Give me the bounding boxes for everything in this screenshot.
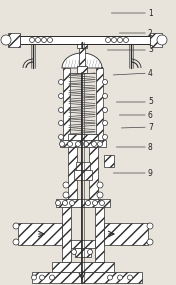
Polygon shape xyxy=(95,207,104,262)
Polygon shape xyxy=(71,240,95,248)
Circle shape xyxy=(157,35,167,45)
Circle shape xyxy=(147,223,153,229)
Circle shape xyxy=(63,182,69,188)
Text: 1: 1 xyxy=(111,9,153,17)
Circle shape xyxy=(68,141,73,146)
Circle shape xyxy=(87,249,93,255)
Circle shape xyxy=(63,192,69,198)
Polygon shape xyxy=(20,36,150,44)
Polygon shape xyxy=(68,147,77,199)
Polygon shape xyxy=(32,272,142,283)
Circle shape xyxy=(55,201,61,205)
Text: 3: 3 xyxy=(107,46,153,54)
Circle shape xyxy=(102,135,108,139)
Circle shape xyxy=(48,38,52,42)
Polygon shape xyxy=(74,170,92,180)
Circle shape xyxy=(30,38,34,42)
Circle shape xyxy=(76,141,80,146)
Circle shape xyxy=(98,141,102,146)
Circle shape xyxy=(102,80,108,84)
Circle shape xyxy=(62,201,68,205)
Circle shape xyxy=(92,141,96,146)
Polygon shape xyxy=(75,248,91,257)
Polygon shape xyxy=(96,68,103,140)
Polygon shape xyxy=(52,262,114,272)
Circle shape xyxy=(13,239,19,245)
Polygon shape xyxy=(77,66,87,73)
Circle shape xyxy=(86,201,90,205)
Text: 4: 4 xyxy=(113,68,153,78)
Polygon shape xyxy=(150,33,162,47)
Polygon shape xyxy=(8,33,20,47)
Polygon shape xyxy=(77,42,87,48)
Circle shape xyxy=(70,201,74,205)
Circle shape xyxy=(102,93,108,99)
Circle shape xyxy=(49,275,55,280)
Polygon shape xyxy=(56,199,110,207)
Polygon shape xyxy=(60,140,106,147)
Circle shape xyxy=(99,201,105,205)
Circle shape xyxy=(118,275,122,280)
Circle shape xyxy=(124,38,128,42)
Circle shape xyxy=(102,121,108,125)
Text: 7: 7 xyxy=(121,123,153,131)
Polygon shape xyxy=(104,223,148,245)
Polygon shape xyxy=(62,207,71,262)
Polygon shape xyxy=(68,134,98,140)
Circle shape xyxy=(97,182,103,188)
Circle shape xyxy=(36,38,40,42)
Polygon shape xyxy=(89,147,98,199)
Polygon shape xyxy=(104,155,114,167)
Circle shape xyxy=(102,107,108,113)
Polygon shape xyxy=(79,48,85,66)
Circle shape xyxy=(83,141,89,146)
Circle shape xyxy=(118,38,122,42)
Circle shape xyxy=(58,107,64,113)
Circle shape xyxy=(39,275,45,280)
Circle shape xyxy=(59,141,64,146)
Circle shape xyxy=(147,239,153,245)
Polygon shape xyxy=(76,162,90,170)
Polygon shape xyxy=(62,53,103,68)
Circle shape xyxy=(71,249,77,255)
Circle shape xyxy=(58,121,64,125)
Circle shape xyxy=(93,201,98,205)
Circle shape xyxy=(58,135,64,139)
Circle shape xyxy=(32,275,36,280)
Text: 2: 2 xyxy=(119,28,153,38)
Text: 5: 5 xyxy=(116,97,153,107)
Circle shape xyxy=(13,223,19,229)
Text: 6: 6 xyxy=(119,111,153,119)
Circle shape xyxy=(127,275,133,280)
Circle shape xyxy=(1,35,11,45)
Polygon shape xyxy=(71,207,95,262)
Circle shape xyxy=(112,38,117,42)
Circle shape xyxy=(105,38,111,42)
Circle shape xyxy=(58,93,64,99)
Circle shape xyxy=(58,80,64,84)
Circle shape xyxy=(108,275,112,280)
Text: 9: 9 xyxy=(113,168,153,178)
Circle shape xyxy=(42,38,46,42)
Polygon shape xyxy=(18,223,62,245)
Text: 8: 8 xyxy=(116,142,153,152)
Polygon shape xyxy=(63,68,70,140)
Circle shape xyxy=(97,192,103,198)
